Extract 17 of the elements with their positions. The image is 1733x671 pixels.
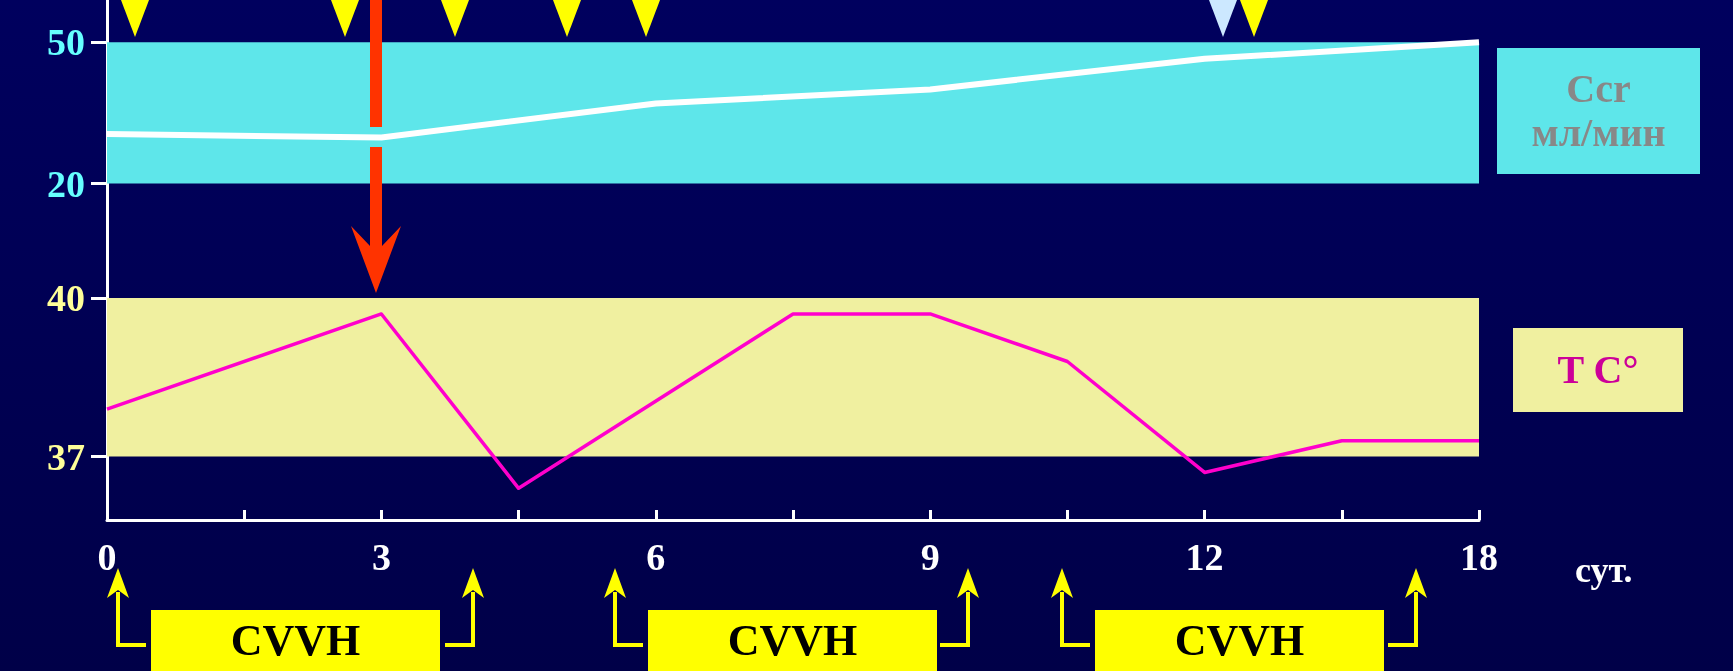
text: CVVH bbox=[151, 610, 440, 671]
x-axis-title: сут. bbox=[1575, 549, 1633, 592]
y-tick-label: 50 bbox=[47, 21, 85, 64]
line-series bbox=[105, 312, 1481, 491]
y-tick-label: 20 bbox=[47, 162, 85, 205]
x-tick-label: 9 bbox=[920, 536, 940, 578]
x-tick-label: 3 bbox=[371, 536, 391, 578]
y-tick-label: 37 bbox=[47, 435, 85, 478]
x-tick-label: 0 bbox=[97, 536, 117, 578]
y-axis-title: T C° bbox=[1513, 328, 1683, 412]
x-tick-label: 18 bbox=[1460, 536, 1498, 578]
x-tick-label: 12 bbox=[1185, 536, 1224, 578]
y-tick-label: 40 bbox=[47, 277, 85, 320]
x-tick-label: 6 bbox=[646, 536, 666, 578]
y-axis-title: Ccr мл/мин bbox=[1497, 48, 1700, 174]
text: CVVH bbox=[1095, 610, 1384, 671]
text: CVVH bbox=[648, 610, 937, 671]
